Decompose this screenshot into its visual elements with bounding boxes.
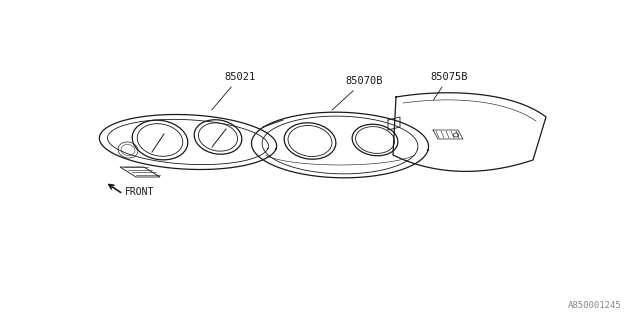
Text: 85021: 85021 <box>212 72 255 110</box>
Text: 85075B: 85075B <box>430 72 467 100</box>
Text: FRONT: FRONT <box>125 187 154 197</box>
Text: 85070B: 85070B <box>332 76 383 110</box>
Text: A850001245: A850001245 <box>568 301 622 310</box>
